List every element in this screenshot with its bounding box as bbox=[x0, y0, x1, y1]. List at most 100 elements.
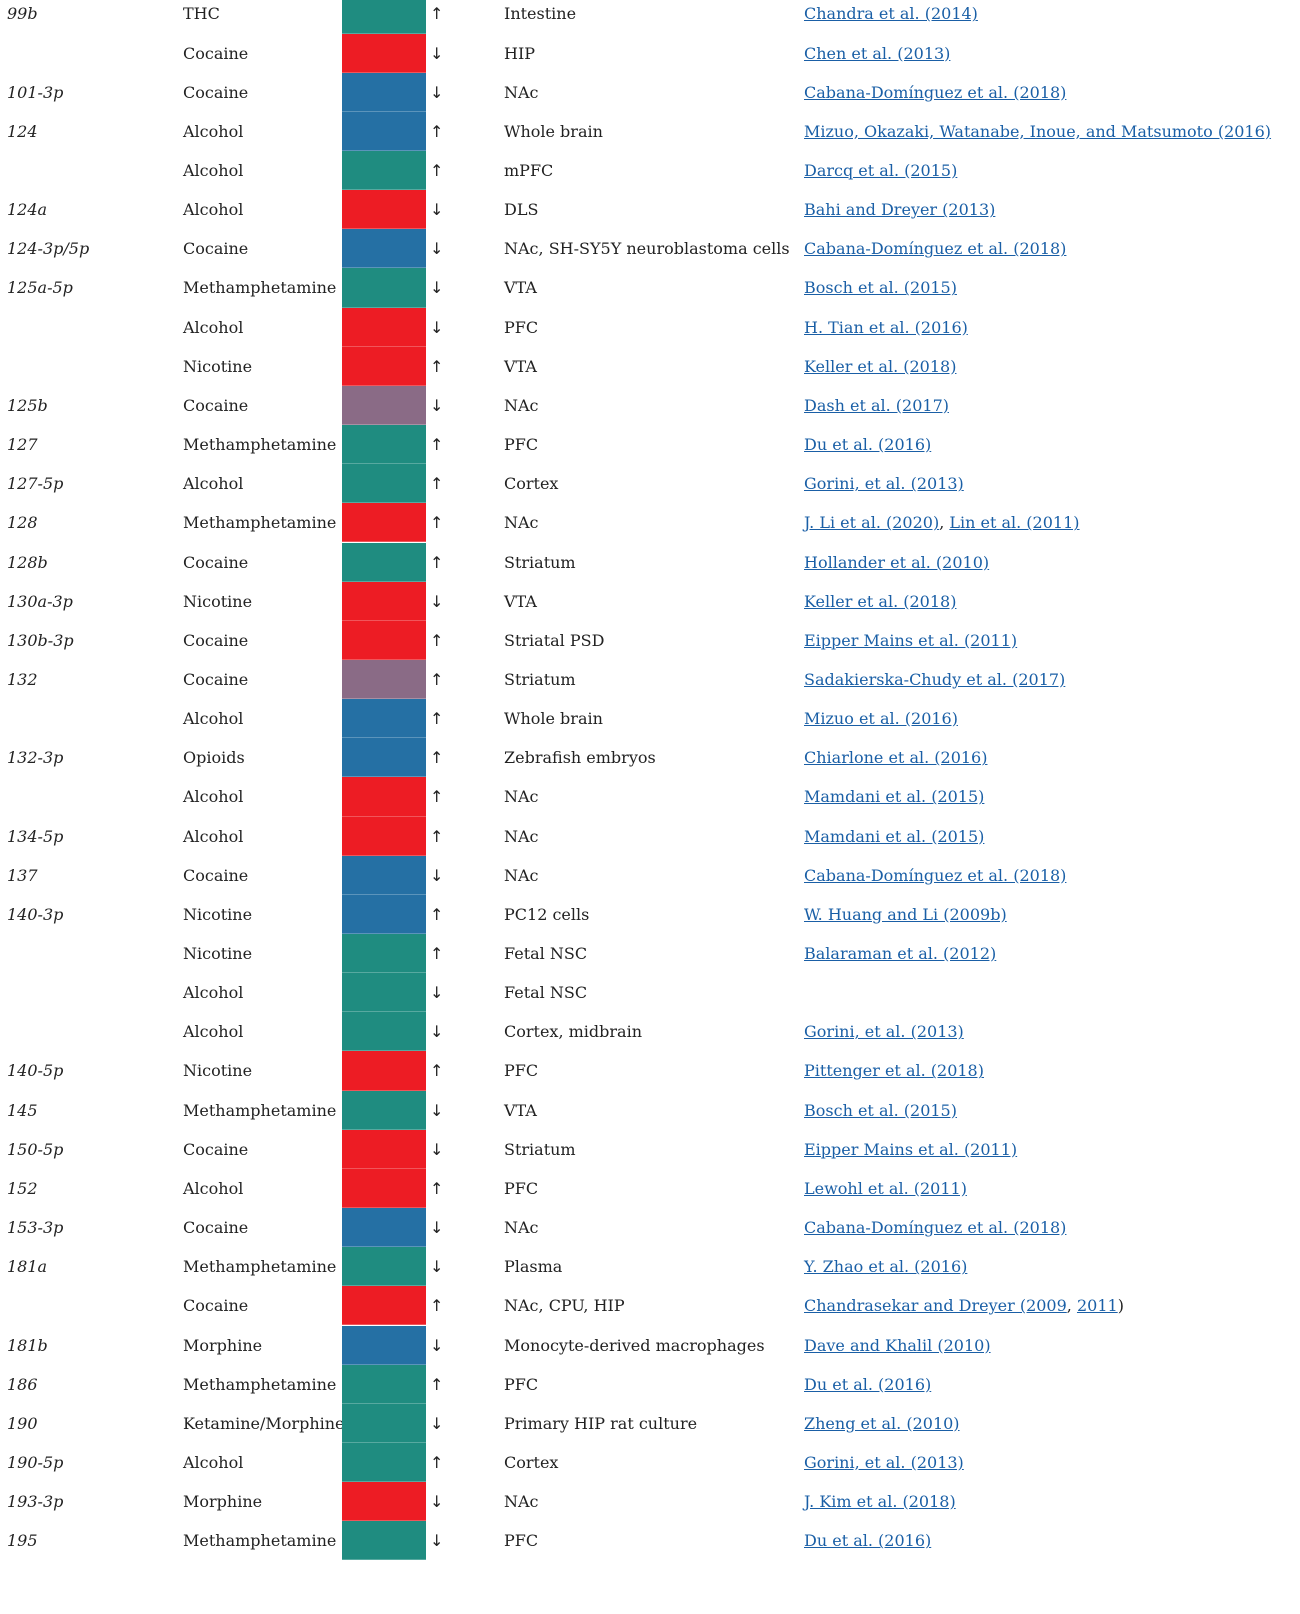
reference-link[interactable]: Lin et al. (2011) bbox=[949, 513, 1080, 533]
references: Du et al. (2016) bbox=[804, 1521, 931, 1560]
color-swatch bbox=[342, 268, 426, 308]
drug: Cocaine bbox=[183, 1139, 249, 1159]
reference-link[interactable]: Chandrasekar and Dreyer (2009 bbox=[804, 1296, 1067, 1316]
reference-link[interactable]: Cabana-Domínguez et al. (2018) bbox=[804, 239, 1067, 259]
reference-link[interactable]: Gorini, et al. (2013) bbox=[804, 1022, 964, 1042]
reference-link[interactable]: Balaraman et al. (2012) bbox=[804, 944, 997, 963]
table-row: 127 Methamphetamine ↑ PFC Du et al. (2016) bbox=[0, 425, 1300, 465]
region: PFC bbox=[504, 1178, 539, 1198]
mirna: 137 bbox=[7, 865, 38, 885]
reference-link[interactable]: J. Li et al. (2020) bbox=[804, 513, 940, 533]
color-swatch bbox=[342, 307, 426, 347]
mirna: 125b bbox=[7, 395, 48, 415]
mirna: 127-5p bbox=[7, 474, 64, 494]
region: mPFC bbox=[504, 161, 554, 180]
reference-link[interactable]: Du et al. (2016) bbox=[804, 1531, 932, 1551]
reference-link[interactable]: Eipper Mains et al. (2011) bbox=[804, 1139, 1018, 1159]
color-swatch bbox=[342, 1247, 426, 1287]
color-swatch bbox=[342, 1403, 426, 1443]
direction-arrow: ↑ bbox=[430, 709, 444, 729]
reference-link[interactable]: Gorini, et al. (2013) bbox=[804, 474, 964, 494]
reference-link[interactable]: Cabana-Domínguez et al. (2018) bbox=[804, 865, 1067, 885]
reference-link[interactable]: Gorini, et al. (2013) bbox=[804, 1452, 964, 1472]
table-row: 181a Methamphetamine ↓ Plasma Y. Zhao et al.… bbox=[0, 1247, 1300, 1287]
reference-link[interactable]: Chiarlone et al. (2016) bbox=[804, 748, 988, 768]
reference-link[interactable]: Eipper Mains et al. (2011) bbox=[804, 630, 1018, 650]
color-swatch bbox=[342, 385, 426, 426]
region: DLS bbox=[504, 200, 539, 220]
reference-link[interactable]: Hollander et al. (2010) bbox=[804, 552, 990, 572]
table-row: 132 Cocaine ↑ Striatum Sadakierska-Chudy et … bbox=[0, 659, 1300, 700]
references: Du et al. (2016) bbox=[804, 1365, 931, 1404]
color-swatch bbox=[342, 620, 426, 660]
reference-link[interactable]: Keller et al. (2018) bbox=[804, 591, 957, 611]
references: Chandra et al. (2014) bbox=[804, 0, 978, 34]
drug: Morphine bbox=[183, 1492, 263, 1512]
references: Cabana-Domínguez et al. (2018) bbox=[804, 73, 1066, 112]
references: Darcq et al. (2015) bbox=[804, 151, 957, 190]
reference-link[interactable]: Cabana-Domínguez et al. (2018) bbox=[804, 1218, 1067, 1238]
references: Hollander et al. (2010) bbox=[804, 543, 989, 582]
color-swatch bbox=[342, 1482, 426, 1522]
reference-link[interactable]: J. Kim et al. (2018) bbox=[804, 1492, 956, 1512]
reference-link[interactable]: Mamdani et al. (2015) bbox=[804, 787, 985, 807]
region: Whole brain bbox=[504, 121, 603, 141]
mirna: 195 bbox=[7, 1531, 38, 1551]
references: Lewohl et al. (2011) bbox=[804, 1169, 967, 1208]
references: Du et al. (2016) bbox=[804, 425, 931, 464]
reference-link[interactable]: Mamdani et al. (2015) bbox=[804, 826, 985, 846]
reference-link[interactable]: Darcq et al. (2015) bbox=[804, 161, 958, 180]
reference-link[interactable]: Dash et al. (2017) bbox=[804, 395, 949, 415]
reference-link[interactable]: Bahi and Dreyer (2013) bbox=[804, 200, 996, 220]
region: Monocyte-derived macrophages bbox=[504, 1335, 765, 1355]
drug: Cocaine bbox=[183, 395, 249, 415]
reference-link[interactable]: Cabana-Domínguez et al. (2018) bbox=[804, 82, 1067, 102]
reference-link[interactable]: Bosch et al. (2015) bbox=[804, 1100, 957, 1120]
mirna: 186 bbox=[7, 1374, 38, 1394]
direction-arrow: ↑ bbox=[430, 904, 444, 924]
direction-arrow: ↑ bbox=[430, 1452, 444, 1472]
table-row: Alcohol ↓ PFC H. Tian et al. (2016) bbox=[0, 307, 1300, 347]
reference-link[interactable]: Sadakierska-Chudy et al. (2017) bbox=[804, 669, 1066, 689]
reference-link[interactable]: Pittenger et al. (2018) bbox=[804, 1061, 984, 1081]
reference-link[interactable]: W. Huang and Li (2009b) bbox=[804, 904, 1007, 924]
reference-link[interactable]: Chandra et al. (2014) bbox=[804, 4, 978, 24]
mirna: 150-5p bbox=[7, 1139, 64, 1159]
color-swatch bbox=[342, 425, 426, 465]
reference-link[interactable]: Keller et al. (2018) bbox=[804, 356, 957, 376]
reference-link[interactable]: Bosch et al. (2015) bbox=[804, 278, 957, 298]
table-row: 153-3p Cocaine ↓ NAc Cabana-Domínguez et al.… bbox=[0, 1208, 1300, 1248]
direction-arrow: ↓ bbox=[430, 317, 444, 337]
drug: Cocaine bbox=[183, 669, 249, 689]
references: Mamdani et al. (2015) bbox=[804, 817, 984, 856]
direction-arrow: ↑ bbox=[430, 826, 444, 846]
table-row: Alcohol ↑ mPFC Darcq et al. (2015) bbox=[0, 151, 1300, 191]
reference-link[interactable]: Du et al. (2016) bbox=[804, 435, 932, 455]
reference-link[interactable]: Lewohl et al. (2011) bbox=[804, 1178, 967, 1198]
reference-link[interactable]: Du et al. (2016) bbox=[804, 1374, 932, 1394]
color-swatch bbox=[342, 1364, 426, 1404]
direction-arrow: ↓ bbox=[430, 395, 444, 415]
drug: Nicotine bbox=[183, 356, 253, 376]
drug: THC bbox=[183, 4, 220, 24]
direction-arrow: ↓ bbox=[430, 200, 444, 220]
reference-link[interactable]: Y. Zhao et al. (2016) bbox=[804, 1257, 968, 1277]
table-row: 181b Morphine ↓ Monocyte-derived macrophage… bbox=[0, 1325, 1300, 1365]
direction-arrow: ↑ bbox=[430, 4, 444, 24]
reference-link[interactable]: Dave and Khalil (2010) bbox=[804, 1335, 991, 1355]
color-swatch bbox=[342, 934, 426, 974]
reference-link[interactable]: Chen et al. (2013) bbox=[804, 43, 951, 63]
drug: Alcohol bbox=[183, 474, 244, 494]
color-swatch bbox=[342, 777, 426, 817]
table-row: 99b THC ↑ Intestine Chandra et al. (2014) bbox=[0, 0, 1300, 34]
table-row: 128b Cocaine ↑ Striatum Hollander et al. (20… bbox=[0, 542, 1300, 582]
reference-link[interactable]: 2011 bbox=[1076, 1296, 1118, 1316]
reference-link[interactable]: Zheng et al. (2010) bbox=[804, 1413, 960, 1433]
references: Mizuo, Okazaki, Watanabe, Inoue, and Mat… bbox=[804, 112, 1271, 151]
reference-link[interactable]: H. Tian et al. (2016) bbox=[804, 317, 968, 337]
reference-link[interactable]: Mizuo et al. (2016) bbox=[804, 709, 958, 729]
region: PFC bbox=[504, 317, 539, 337]
mirna: 134-5p bbox=[7, 826, 64, 846]
color-swatch bbox=[342, 1208, 426, 1248]
reference-link[interactable]: Mizuo, Okazaki, Watanabe, Inoue, and Mat… bbox=[804, 121, 1272, 141]
